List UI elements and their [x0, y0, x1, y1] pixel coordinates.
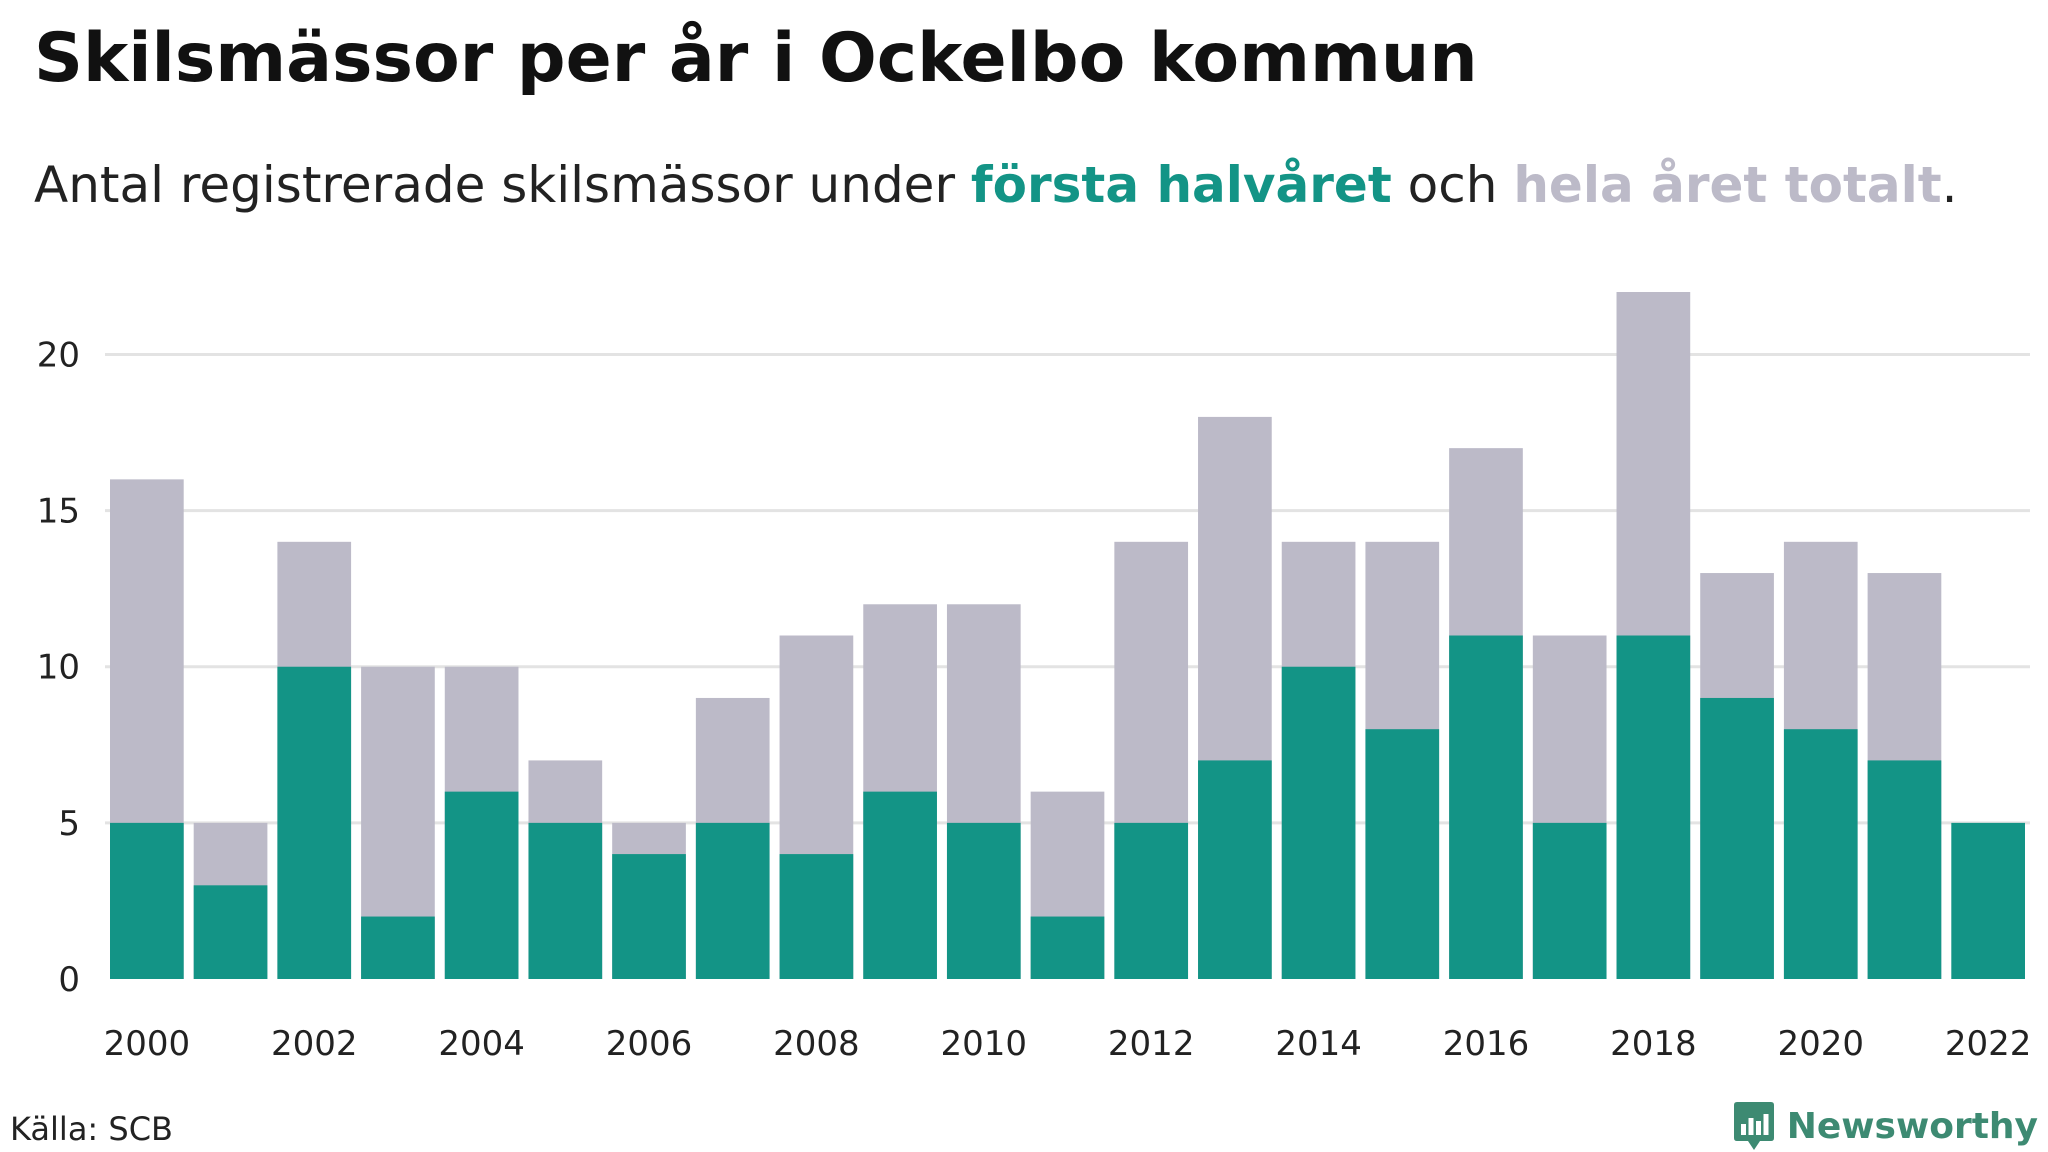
x-tick-label: 2014 [1275, 1024, 1362, 1064]
newsworthy-logo-icon [1733, 1102, 1774, 1150]
chart-title: Skilsmässor per år i Ockelbo kommun [34, 19, 1478, 98]
brand: Newsworthy [1733, 1100, 2038, 1152]
x-tick-label: 2012 [1108, 1024, 1195, 1064]
bar-first-half [1281, 666, 1356, 979]
bar-first-half [695, 822, 770, 979]
y-tick-label: 20 [37, 335, 80, 375]
bar-first-half [1867, 760, 1942, 979]
subtitle-middle: och [1391, 156, 1514, 214]
x-axis: 2000 2002 2004 2006 2008 2010 2012 2014 2016 2018… [104, 1024, 2032, 1064]
y-tick-label: 5 [58, 804, 80, 844]
bar-first-half [1532, 822, 1607, 979]
bar-first-half [1783, 729, 1858, 979]
bar-first-half [863, 791, 937, 979]
bar-first-half [1114, 822, 1189, 979]
bars [110, 292, 2025, 980]
bar-first-half [110, 822, 184, 979]
bar-first-half [361, 916, 435, 979]
x-tick-label: 2000 [104, 1024, 191, 1064]
bar-first-half [444, 791, 519, 979]
bar-first-half [1616, 635, 1691, 979]
bar-first-half [1365, 729, 1440, 979]
y-tick-label: 10 [37, 648, 80, 688]
x-tick-label: 2020 [1777, 1024, 1864, 1064]
subtitle-suffix: . [1941, 156, 1958, 214]
legend-full-year: hela året totalt [1513, 156, 1942, 214]
x-tick-label: 2016 [1443, 1024, 1530, 1064]
legend-first-half: första halvåret [970, 156, 1392, 214]
bar-first-half [779, 854, 854, 979]
bar-chart: 0 5 10 15 20 2000 2002 2004 2006 2008 2010 2012 201… [37, 292, 2032, 1064]
bar-first-half [277, 666, 352, 979]
bar-first-half [528, 822, 603, 979]
x-tick-label: 2004 [438, 1024, 525, 1064]
bar-first-half [193, 885, 268, 979]
x-tick-label: 2002 [271, 1024, 358, 1064]
bar-first-half [612, 854, 686, 979]
bar-first-half [1700, 697, 1774, 979]
bar-first-half [1030, 916, 1105, 979]
x-tick-label: 2018 [1610, 1024, 1697, 1064]
chart-subtitle: Antal registrerade skilsmässor under för… [34, 155, 1958, 215]
subtitle-prefix: Antal registrerade skilsmässor under [34, 156, 971, 214]
x-tick-label: 2022 [1945, 1024, 2032, 1064]
source-note: Källa: SCB [10, 1110, 173, 1148]
bar-first-half [1449, 635, 1523, 979]
x-tick-label: 2010 [941, 1024, 1028, 1064]
bar-first-half [1198, 760, 1272, 979]
bar-first-half [1951, 822, 2025, 979]
bar-first-half [946, 822, 1021, 979]
x-tick-label: 2006 [606, 1024, 693, 1064]
x-tick-label: 2008 [773, 1024, 860, 1064]
brand-name: Newsworthy [1786, 1105, 2038, 1147]
y-tick-label: 15 [37, 492, 80, 532]
y-tick-label: 0 [58, 960, 80, 1000]
y-axis: 0 5 10 15 20 [37, 335, 80, 1000]
